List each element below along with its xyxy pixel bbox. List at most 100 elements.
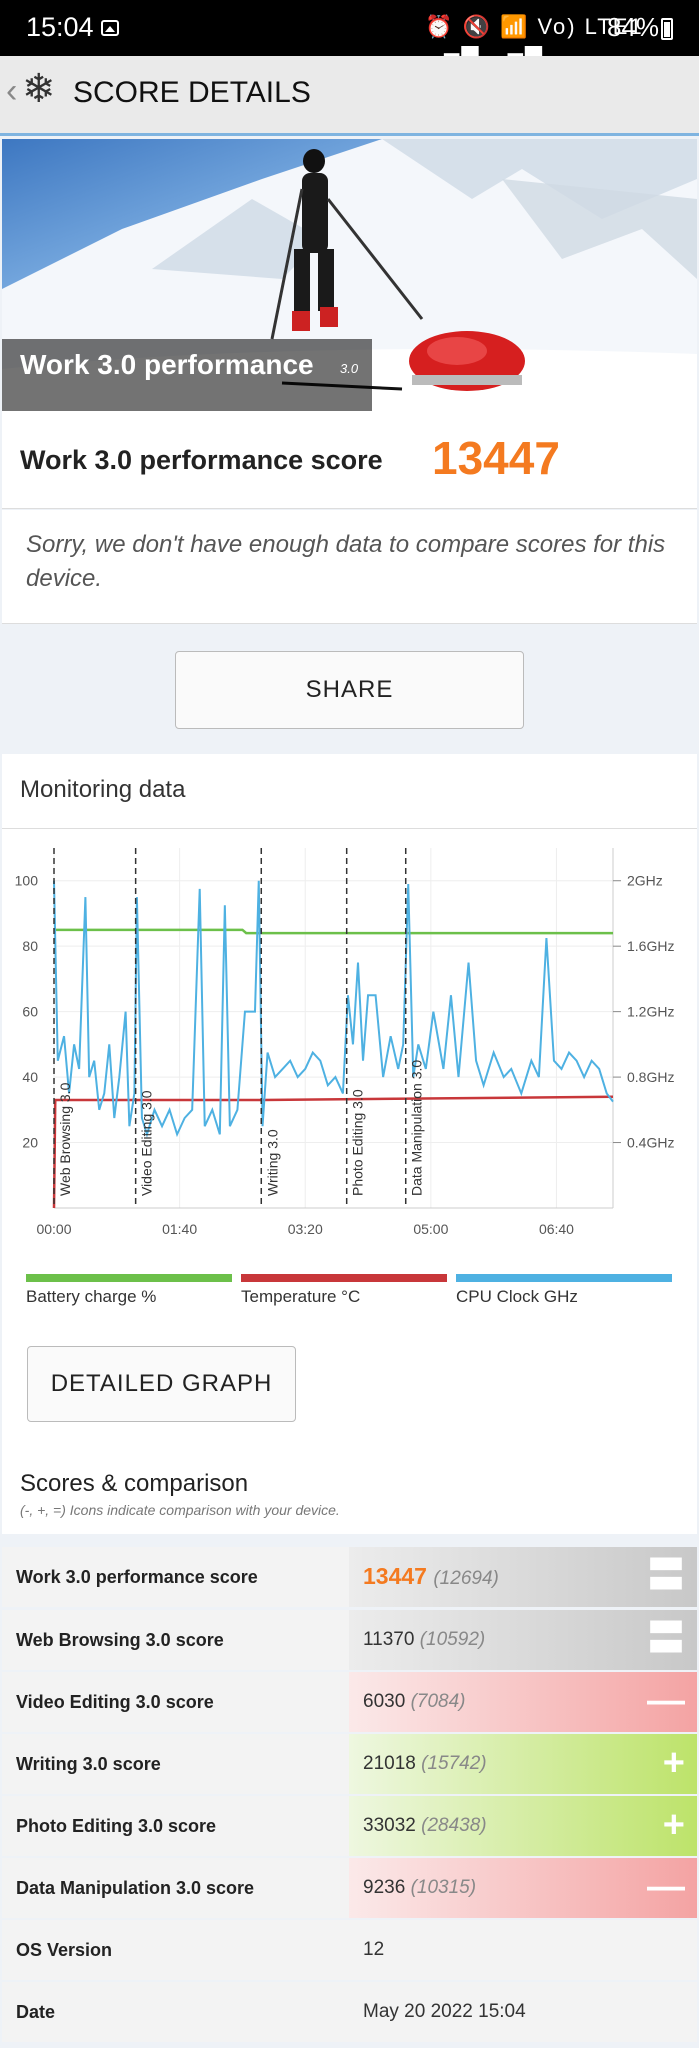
- y-tick-label: 40: [22, 1069, 38, 1085]
- section-marker-label: Photo Editing 3.0: [350, 1089, 366, 1196]
- divider: [2, 828, 697, 829]
- score-value-text: 9236: [363, 1877, 406, 1898]
- score-reference: (7084): [410, 1691, 466, 1712]
- comparison-note: Sorry, we don't have enough data to comp…: [26, 531, 666, 592]
- score-row: Video Editing 3.0 score 6030 (7084) —: [2, 1672, 697, 1732]
- score-row-value-box: 33032 (28438) +: [349, 1796, 697, 1856]
- legend-label-cpu: CPU Clock GHz: [456, 1287, 578, 1306]
- detailed-graph-button[interactable]: DETAILED GRAPH: [27, 1346, 296, 1422]
- score-reference: (10592): [419, 1629, 486, 1650]
- score-reference: (15742): [421, 1753, 487, 1774]
- score-value-text: 11370: [363, 1629, 415, 1650]
- monitoring-chart: 20 40 60 80 100 0.4GHz 0.8GHz 1.2GHz 1.6GHz 2GHz 0…: [15, 848, 674, 1237]
- y-right-tick-label: 0.8GHz: [627, 1069, 674, 1085]
- y-right-tick-label: 1.6GHz: [627, 938, 674, 954]
- hero-banner-version: 3.0: [340, 361, 359, 376]
- section-marker-label: Data Manipulation 3.0: [409, 1060, 425, 1196]
- score-row-value: 12: [363, 1939, 384, 1961]
- status-icons: ⏰ 🔇 📶 Vo) LTE1 ▂▄▆ ▂▄▆: [425, 14, 644, 65]
- battery-icon: [661, 18, 673, 40]
- section-marker-label: Video Editing 3.0: [139, 1090, 155, 1196]
- score-row-value: 33032 (28438): [363, 1815, 487, 1837]
- score-row: Photo Editing 3.0 score 33032 (28438) +: [2, 1796, 697, 1856]
- x-tick-label: 06:40: [539, 1221, 574, 1237]
- y-tick-label: 100: [15, 873, 39, 889]
- back-icon[interactable]: ‹: [6, 72, 18, 110]
- score-row-label: Video Editing 3.0 score: [16, 1692, 214, 1712]
- score-reference: (10315): [410, 1877, 477, 1898]
- score-value-text: May 20 2022 15:04: [363, 2001, 526, 2022]
- plus-icon: +: [662, 1742, 685, 1784]
- score-value: 13447: [432, 432, 560, 484]
- x-tick-label: 05:00: [413, 1221, 448, 1237]
- score-row: OS Version 12: [2, 1920, 697, 1980]
- score-row-value-box: 13447 (12694) 〓: [349, 1547, 697, 1607]
- series-line: [53, 880, 614, 1138]
- score-row-label: Work 3.0 performance score: [16, 1567, 258, 1587]
- score-row: Writing 3.0 score 21018 (15742) +: [2, 1734, 697, 1794]
- score-value-text: 13447: [363, 1563, 427, 1589]
- score-row-value: 13447 (12694): [363, 1563, 499, 1590]
- score-row-value-box: 6030 (7084) —: [349, 1672, 697, 1732]
- score-value-text: 12: [363, 1939, 385, 1960]
- equal-icon: 〓: [646, 1555, 685, 1597]
- score-row-value: 9236 (10315): [363, 1877, 476, 1899]
- scores-subtitle: (-, +, =) Icons indicate comparison with…: [20, 1502, 340, 1518]
- status-time: 15:04: [26, 12, 94, 42]
- scores-heading: Scores & comparison: [20, 1470, 249, 1497]
- y-tick-label: 20: [22, 1135, 38, 1151]
- score-row: Web Browsing 3.0 score 11370 (10592) 〓: [2, 1610, 697, 1670]
- legend-swatch-temperature: [241, 1274, 447, 1282]
- score-row-value-box: May 20 2022 15:04: [349, 1982, 697, 2042]
- minus-icon: —: [647, 1680, 685, 1722]
- legend-label-battery: Battery charge %: [26, 1287, 157, 1306]
- y-right-tick-label: 2GHz: [627, 873, 663, 889]
- y-right-tick-label: 1.2GHz: [627, 1004, 674, 1020]
- score-value-text: 6030: [363, 1691, 406, 1712]
- score-label: Work 3.0 performance score: [20, 445, 383, 475]
- section-marker-label: Writing 3.0: [264, 1129, 280, 1196]
- share-button[interactable]: SHARE: [175, 651, 524, 729]
- monitoring-heading: Monitoring data: [20, 776, 186, 803]
- score-row-value-box: 9236 (10315) —: [349, 1858, 697, 1918]
- hero-banner-title: Work 3.0 performance: [20, 349, 314, 380]
- score-row-value-box: 21018 (15742) +: [349, 1734, 697, 1794]
- x-tick-label: 00:00: [36, 1221, 71, 1237]
- score-row-value: May 20 2022 15:04: [363, 2001, 526, 2023]
- snowflake-logo-icon: ❄: [22, 67, 56, 111]
- series-line: [54, 928, 613, 935]
- battery-percent: 84%: [607, 12, 660, 42]
- hero-image: Work 3.0 performance 3.0: [2, 139, 697, 411]
- score-row-label: Data Manipulation 3.0 score: [16, 1878, 255, 1898]
- app-bar: ‹ ❄ SCORE DETAILS: [0, 56, 699, 136]
- score-value-text: 33032: [363, 1815, 416, 1836]
- score-row-value: 11370 (10592): [363, 1629, 485, 1651]
- score-card: Work 3.0 performance score 13447: [2, 411, 697, 509]
- score-row-label: Writing 3.0 score: [16, 1754, 161, 1774]
- status-bar: 15:04 ⏰ 🔇 📶 Vo) LTE1 ▂▄▆ ▂▄▆ 84%: [0, 0, 699, 65]
- score-row-value-box: 11370 (10592) 〓: [349, 1610, 697, 1670]
- x-tick-label: 01:40: [162, 1221, 197, 1237]
- score-row-label: Photo Editing 3.0 score: [16, 1816, 217, 1836]
- score-row-value: 21018 (15742): [363, 1753, 487, 1775]
- score-row: Data Manipulation 3.0 score 9236 (10315) —: [2, 1858, 697, 1918]
- x-tick-label: 03:20: [288, 1221, 323, 1237]
- score-value-text: 21018: [363, 1753, 416, 1774]
- y-tick-label: 60: [22, 1004, 38, 1020]
- legend-label-temperature: Temperature °C: [241, 1287, 361, 1306]
- legend-swatch-battery: [26, 1274, 232, 1282]
- score-row-value-box: 12: [349, 1920, 697, 1980]
- equal-icon: 〓: [646, 1618, 685, 1660]
- score-row-label: OS Version: [16, 1940, 113, 1960]
- minus-icon: —: [647, 1866, 685, 1908]
- y-tick-label: 80: [22, 938, 38, 954]
- comparison-note-card: Sorry, we don't have enough data to comp…: [2, 510, 697, 624]
- section-marker-label: Web Browsing 3.0: [57, 1082, 73, 1196]
- score-reference: (12694): [433, 1568, 499, 1589]
- score-reference: (28438): [421, 1815, 487, 1836]
- score-row-label: Date: [16, 2002, 56, 2022]
- page-title: SCORE DETAILS: [73, 76, 311, 109]
- plus-icon: +: [662, 1804, 685, 1846]
- gallery-icon: [101, 20, 119, 36]
- legend-swatch-cpu: [456, 1274, 672, 1282]
